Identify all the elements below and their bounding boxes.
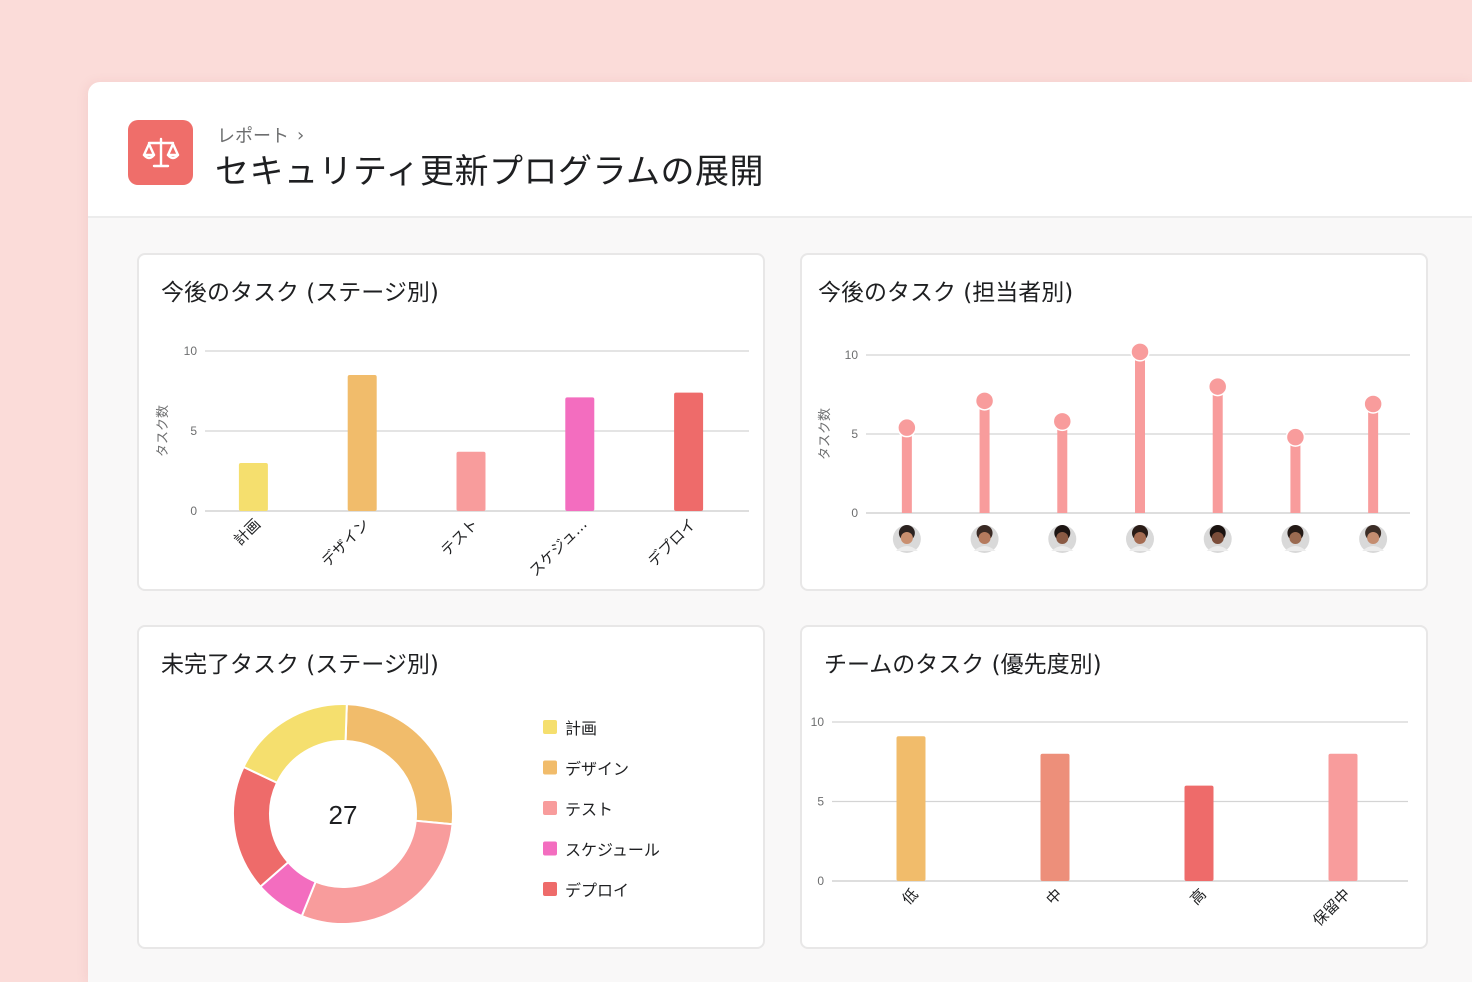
legend-swatch [543, 882, 557, 896]
y-tick-label: 10 [811, 715, 825, 729]
x-category-label: 計画 [230, 515, 264, 549]
avatar [973, 546, 996, 551]
lollipop-stem [1135, 351, 1145, 513]
lollipop-dot [1285, 427, 1306, 447]
avatar [1051, 546, 1074, 551]
y-axis-title: タスク数 [818, 408, 833, 460]
legend-swatch [543, 720, 557, 734]
x-category-label: 中 [1042, 885, 1065, 908]
legend-label: テスト [565, 800, 613, 819]
x-category-label: デプロイ [644, 515, 699, 570]
page-title: セキュリティ更新プログラムの展開 [215, 152, 764, 192]
card-title: チームのタスク (優先度別) [824, 652, 1102, 678]
avatar [895, 546, 918, 551]
avatar [1134, 532, 1146, 544]
legend-label: 計画 [565, 719, 597, 738]
breadcrumb[interactable]: レポート › [217, 122, 304, 148]
avatar [1362, 546, 1385, 551]
legend-label: スケジュール [565, 841, 660, 860]
legend-swatch [543, 760, 557, 775]
lollipop-dot [897, 417, 917, 438]
donut-center-total: 27 [329, 800, 358, 830]
lollipop-stem [979, 400, 990, 513]
avatar [1211, 532, 1224, 544]
bar [674, 392, 704, 511]
bar [1328, 753, 1358, 881]
lollipop-stem [901, 427, 912, 513]
lollipop-dot [1207, 376, 1228, 397]
y-axis-title: タスク数 [156, 405, 171, 457]
x-category-label: スケジュ… [526, 515, 591, 580]
x-category-label: テスト [437, 515, 482, 560]
lollipop-dot [1130, 342, 1150, 362]
bar [1184, 785, 1214, 881]
priority-bar-chart: 0 5 10 低 中 高 保留中 [811, 715, 1408, 930]
y-tick-label: 5 [190, 424, 197, 438]
stage-tasks-card: 今後のタスク (ステージ別) 0 5 10 タスク数計画 デザイン テスト スケジュ… デプロ… [137, 253, 765, 591]
y-tick-label: 0 [817, 874, 824, 888]
x-category-label: デザイン [318, 515, 373, 570]
x-category-label: 保留中 [1309, 885, 1354, 930]
priority-tasks-card: チームのタスク (優先度別) 0 5 10 低 中 高 保留中 [800, 625, 1428, 949]
legend-swatch [543, 841, 557, 856]
lollipop-stem [1368, 403, 1379, 513]
card-title: 今後のタスク (ステージ別) [161, 280, 439, 306]
y-tick-label: 0 [851, 506, 858, 520]
lollipop-stem [1057, 421, 1068, 513]
lollipop-stem [1290, 437, 1301, 513]
y-tick-label: 5 [851, 427, 858, 441]
bar [347, 375, 377, 511]
donut-slice [242, 703, 348, 785]
legend-label: デプロイ [565, 881, 629, 900]
assignee-lollipop-chart: 0 5 10 タスク数 [818, 342, 1410, 553]
y-tick-label: 5 [817, 795, 824, 809]
legend-swatch [543, 801, 557, 815]
bar [565, 397, 595, 511]
legend-label: デザイン [565, 760, 629, 779]
lollipop-dot [1052, 411, 1073, 432]
avatar [1056, 532, 1069, 544]
chevron-right-icon: › [297, 124, 305, 146]
lollipop-dot [1363, 394, 1383, 414]
report-header: レポート › セキュリティ更新プログラムの展開 [88, 82, 1472, 218]
avatar [1129, 546, 1151, 551]
bar [456, 451, 486, 511]
lollipop-dot [974, 391, 995, 411]
assignee-tasks-card: 今後のタスク (担当者別) 0 5 10 タスク数 [800, 253, 1428, 591]
avatar [1289, 532, 1302, 544]
scales-icon [128, 120, 193, 185]
incomplete-tasks-card: 未完了タスク (ステージ別) 27 計画デザインテストスケジュール デプロイ [137, 625, 765, 949]
dashboard-content: 今後のタスク (ステージ別) 0 5 10 タスク数 計画 デザイン テスト スケジュ… デプロ… [88, 218, 1472, 982]
bar [238, 463, 268, 511]
x-category-label: 低 [898, 885, 921, 908]
y-tick-label: 10 [845, 348, 859, 362]
avatar [978, 532, 991, 544]
lollipop-stem [1212, 386, 1223, 513]
donut-slice [300, 819, 454, 925]
x-category-label: 高 [1186, 885, 1209, 908]
card-title: 未完了タスク (ステージ別) [161, 652, 439, 678]
y-tick-label: 10 [184, 344, 198, 358]
avatar [900, 532, 913, 544]
bar [1040, 753, 1070, 881]
avatar [1206, 546, 1229, 551]
donut-slice [344, 703, 454, 826]
bar [896, 736, 926, 881]
card-title: 今後のタスク (担当者別) [818, 280, 1074, 306]
avatar [1284, 546, 1307, 551]
report-window: レポート › セキュリティ更新プログラムの展開 今後のタスク (ステージ別) 0… [88, 82, 1472, 982]
avatar [1367, 532, 1380, 544]
y-tick-label: 0 [190, 504, 197, 518]
breadcrumb-parent[interactable]: レポート [217, 126, 289, 147]
donut-slice [232, 765, 290, 889]
